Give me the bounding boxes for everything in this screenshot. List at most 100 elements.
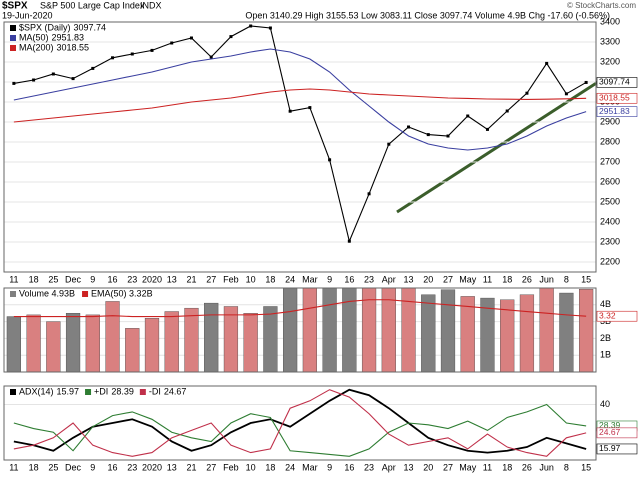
legend-label: Volume 4.93B <box>19 288 75 298</box>
legend-swatch <box>139 389 146 395</box>
volume-bar <box>243 313 258 372</box>
x-tick-label: 27 <box>206 462 216 472</box>
price-marker <box>71 77 75 81</box>
x-tick-label: 16 <box>108 274 118 284</box>
last-value-box <box>596 427 638 439</box>
series-line <box>13 388 587 454</box>
x-tick-label: 27 <box>443 462 453 472</box>
series-line <box>13 389 587 457</box>
last-value-box <box>596 310 638 322</box>
x-tick-label: 21 <box>186 462 196 472</box>
last-value-label: 3.32 <box>599 310 616 320</box>
x-tick-label: 9 <box>90 274 95 284</box>
legend-label: $SPX (Daily) <box>19 22 71 32</box>
series-line <box>13 88 587 123</box>
price-marker <box>308 106 312 110</box>
y-tick-label: 3200 <box>600 56 620 66</box>
symbol-name: S&P 500 Large Cap Index <box>40 0 145 10</box>
panel-frame <box>3 287 597 373</box>
trend-line <box>396 80 599 214</box>
x-tick-label: 11 <box>9 462 18 472</box>
price-marker <box>446 134 450 138</box>
last-value-box <box>596 77 638 88</box>
price-marker <box>426 133 430 137</box>
y-tick-label: 2500 <box>600 196 620 206</box>
price-marker <box>189 36 193 40</box>
price-marker <box>111 56 115 60</box>
volume-bar <box>144 318 160 372</box>
x-tick-label: 13 <box>404 462 414 472</box>
volume-bar <box>519 294 535 372</box>
price-marker <box>505 109 509 113</box>
x-tick-label: 24 <box>285 462 295 472</box>
x-tick-label: 26 <box>522 274 532 284</box>
legend-swatch <box>10 45 16 51</box>
x-tick-label: 15 <box>581 274 591 284</box>
price-marker <box>51 72 55 76</box>
x-tick-label: 11 <box>483 462 492 472</box>
legend-label: EMA(50) 3.32B <box>91 288 153 298</box>
x-tick-label: Dec <box>65 462 82 472</box>
legend-label: +DI <box>94 386 108 396</box>
x-tick-label: 27 <box>443 274 453 284</box>
last-value-label: 28.39 <box>599 420 621 430</box>
volume-bar <box>440 289 456 372</box>
x-tick-label: 8 <box>564 274 569 284</box>
volume-bar <box>421 294 436 372</box>
x-tick-label: 16 <box>344 274 354 284</box>
last-value-box <box>596 92 638 104</box>
price-marker <box>407 125 411 129</box>
legend-swatch <box>85 389 92 395</box>
price-marker <box>525 91 529 95</box>
x-tick-label: 18 <box>265 274 275 284</box>
x-tick-label: 20 <box>423 462 433 472</box>
volume-bar <box>184 307 199 372</box>
x-tick-label: 8 <box>564 462 569 472</box>
x-tick-label: Feb <box>223 462 239 472</box>
x-tick-label: 18 <box>265 462 275 472</box>
x-tick-label: 18 <box>502 462 512 472</box>
x-tick-label: 10 <box>246 462 256 472</box>
legend-label: -DI <box>149 386 161 396</box>
x-tick-label: Dec <box>65 274 82 284</box>
volume-bar <box>480 297 495 372</box>
volume-bar <box>204 302 219 372</box>
last-value-label: 3097.74 <box>599 77 630 87</box>
volume-bar <box>223 306 239 372</box>
price-marker <box>209 55 213 59</box>
x-tick-label: 9 <box>90 462 95 472</box>
volume-bar <box>401 288 416 372</box>
x-tick-label: 15 <box>581 462 591 472</box>
x-tick-label: 26 <box>522 462 532 472</box>
legend-label: MA(200) <box>19 42 54 52</box>
panel-frame <box>3 21 597 273</box>
series-line <box>13 25 587 243</box>
price-marker <box>150 48 154 52</box>
exchange: INDX <box>140 0 162 10</box>
legend-label: MA(50) <box>19 32 49 42</box>
volume-bar <box>559 292 574 372</box>
x-tick-label: 11 <box>9 274 18 284</box>
volume-bar <box>85 314 100 372</box>
legend-value: 3097.74 <box>74 22 107 32</box>
y-tick-label: 2B <box>600 333 611 343</box>
price-marker <box>387 142 391 146</box>
price-marker <box>229 35 233 39</box>
volume-bar <box>381 288 396 372</box>
x-tick-label: 25 <box>48 274 58 284</box>
x-tick-label: 18 <box>502 274 512 284</box>
y-tick-label: 2800 <box>600 136 620 146</box>
x-tick-label: May <box>459 462 477 472</box>
x-tick-label: 23 <box>364 462 374 472</box>
price-marker <box>485 127 489 131</box>
x-tick-label: Feb <box>223 274 239 284</box>
volume-bar <box>500 299 515 372</box>
symbol: $SPX <box>2 1 28 12</box>
y-tick-label: 2700 <box>600 156 620 166</box>
price-marker <box>249 24 253 28</box>
x-tick-label: 16 <box>108 462 118 472</box>
legend-swatch <box>82 291 89 297</box>
legend-label: ADX(14) <box>19 386 54 396</box>
price-marker <box>288 109 292 113</box>
x-tick-label: Jun <box>539 462 554 472</box>
